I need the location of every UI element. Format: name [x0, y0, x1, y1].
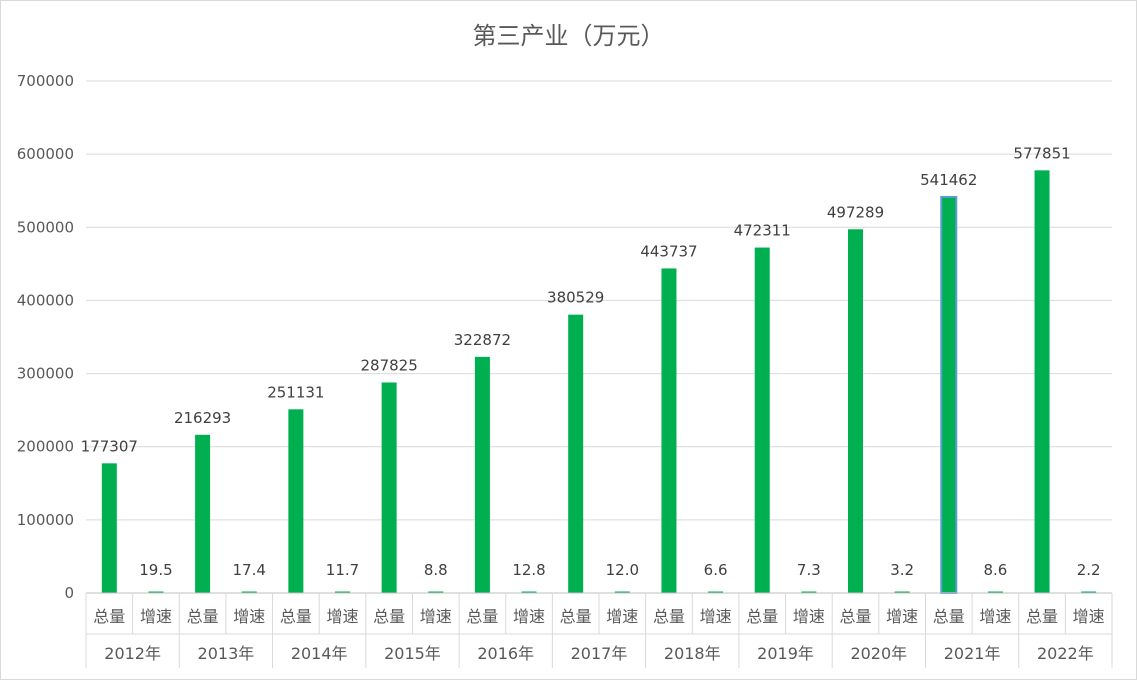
x-category-label: 2020年 [850, 644, 907, 663]
bar-growth [987, 591, 1003, 593]
x-category-label: 2015年 [384, 644, 441, 663]
data-label-growth: 2.2 [1077, 561, 1101, 579]
x-subcategory-label: 总量 [1026, 607, 1058, 626]
x-category-label: 2012年 [104, 644, 161, 663]
data-label-total: 251131 [267, 383, 324, 401]
x-subcategory-label: 增速 [513, 607, 545, 626]
x-subcategory-label: 总量 [280, 607, 312, 626]
bar-total [288, 409, 304, 593]
bar-growth [614, 591, 630, 593]
y-tick-label: 500000 [17, 218, 74, 236]
grid-lines [86, 80, 1112, 594]
x-subcategory-label: 总量 [187, 607, 219, 626]
x-subcategory-label: 总量 [560, 607, 592, 626]
data-label-total: 577851 [1013, 144, 1070, 162]
y-tick-label: 300000 [17, 365, 74, 383]
bar-growth [708, 591, 724, 593]
data-label-total: 287825 [361, 356, 418, 374]
x-category-label: 2016年 [477, 644, 534, 663]
data-label-total: 216293 [174, 409, 231, 427]
bar-growth [148, 591, 164, 593]
data-label-growth: 12.8 [512, 561, 545, 579]
data-label-growth: 8.6 [983, 561, 1007, 579]
x-subcategory-label: 增速 [793, 607, 825, 626]
x-subcategory-label: 总量 [93, 607, 125, 626]
data-label-total: 443737 [640, 242, 697, 260]
bar-total [848, 229, 863, 593]
bar-total [474, 356, 490, 593]
bar-growth [241, 591, 257, 593]
x-subcategory-label: 增速 [1073, 607, 1105, 626]
y-tick-label: 400000 [17, 291, 74, 309]
x-category-label: 2019年 [757, 644, 814, 663]
y-tick-label: 0 [64, 584, 74, 602]
bar-growth [335, 591, 350, 593]
data-label-growth: 19.5 [139, 561, 172, 579]
bars [101, 170, 1097, 594]
bar-total [101, 463, 117, 593]
x-category-label: 2017年 [571, 644, 628, 663]
bar-total [661, 268, 677, 593]
data-label-total: 472311 [734, 222, 791, 240]
data-label-growth: 6.6 [704, 561, 728, 579]
x-subcategory-label: 总量 [746, 607, 778, 626]
x-category-label: 2013年 [198, 644, 255, 663]
data-label-total: 380529 [547, 289, 604, 307]
data-label-growth: 7.3 [797, 561, 821, 579]
bar-total [940, 195, 958, 594]
data-label-growth: 11.7 [326, 561, 359, 579]
data-label-growth: 3.2 [890, 561, 914, 579]
bar-growth [521, 591, 537, 593]
x-subcategory-label: 总量 [839, 607, 871, 626]
bar-total [195, 434, 211, 593]
bar-total [381, 382, 397, 593]
data-label-growth: 12.0 [606, 561, 639, 579]
x-subcategory-label: 总量 [373, 607, 405, 626]
bar-total [1034, 170, 1050, 593]
data-label-growth: 8.8 [424, 561, 448, 579]
y-tick-label: 100000 [17, 511, 74, 529]
x-subcategory-label: 增速 [606, 607, 638, 626]
x-category-label: 2014年 [291, 644, 348, 663]
x-subcategory-label: 增速 [233, 607, 265, 626]
x-subcategory-label: 总量 [653, 607, 685, 626]
data-label-total: 322872 [454, 331, 511, 349]
data-label-total: 497289 [827, 203, 884, 221]
bar-growth [894, 591, 910, 593]
data-label-total: 177307 [81, 437, 138, 455]
x-category-label: 2022年 [1037, 644, 1094, 663]
x-subcategory-label: 增速 [140, 607, 172, 626]
bar-growth [801, 591, 817, 593]
data-label-total: 541462 [920, 171, 977, 189]
x-subcategory-label: 总量 [933, 607, 965, 626]
x-category-label: 2021年 [944, 644, 1001, 663]
x-category-label: 2018年 [664, 644, 721, 663]
y-axis-ticks: 0 100000 200000 300000 400000 500000 600000 700… [17, 72, 74, 602]
chart-title: 第三产业（万元） [472, 22, 665, 50]
bar-growth [428, 591, 444, 593]
x-subcategory-label: 增速 [979, 607, 1011, 626]
x-subcategory-label: 总量 [466, 607, 498, 626]
y-tick-label: 200000 [17, 438, 74, 456]
bar-growth [1081, 591, 1097, 593]
x-subcategory-label: 增速 [886, 607, 918, 626]
x-subcategory-label: 增速 [326, 607, 358, 626]
x-subcategory-label: 增速 [420, 607, 452, 626]
x-subcategory-label: 增速 [700, 607, 732, 626]
y-tick-label: 700000 [17, 72, 74, 90]
y-tick-label: 600000 [17, 145, 74, 163]
data-label-growth: 17.4 [233, 561, 266, 579]
bar-total [568, 314, 584, 593]
bar-total [754, 247, 770, 593]
data-labels: 177307 19.5 216293 17.4 251131 11.7 287825 8.8 3… [81, 144, 1101, 579]
